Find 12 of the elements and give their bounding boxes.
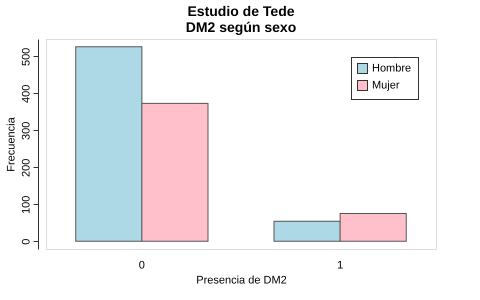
y-tick-label: 200 bbox=[20, 158, 32, 177]
y-tick-label: 100 bbox=[20, 196, 32, 214]
x-tick-label: 1 bbox=[337, 260, 344, 272]
y-tick-label: 500 bbox=[20, 48, 32, 66]
legend-label: Hombre bbox=[372, 62, 412, 74]
y-tick-label: 0 bbox=[20, 238, 32, 245]
chart-title: Estudio de Tede DM2 según sexo bbox=[186, 3, 296, 35]
legend-label: Mujer bbox=[372, 80, 400, 92]
x-axis-title: Presencia de DM2 bbox=[196, 274, 287, 286]
y-tick-label: 400 bbox=[20, 84, 32, 104]
y-tick-label: 300 bbox=[20, 122, 32, 140]
y-axis-title: Frecuencia bbox=[6, 116, 18, 172]
